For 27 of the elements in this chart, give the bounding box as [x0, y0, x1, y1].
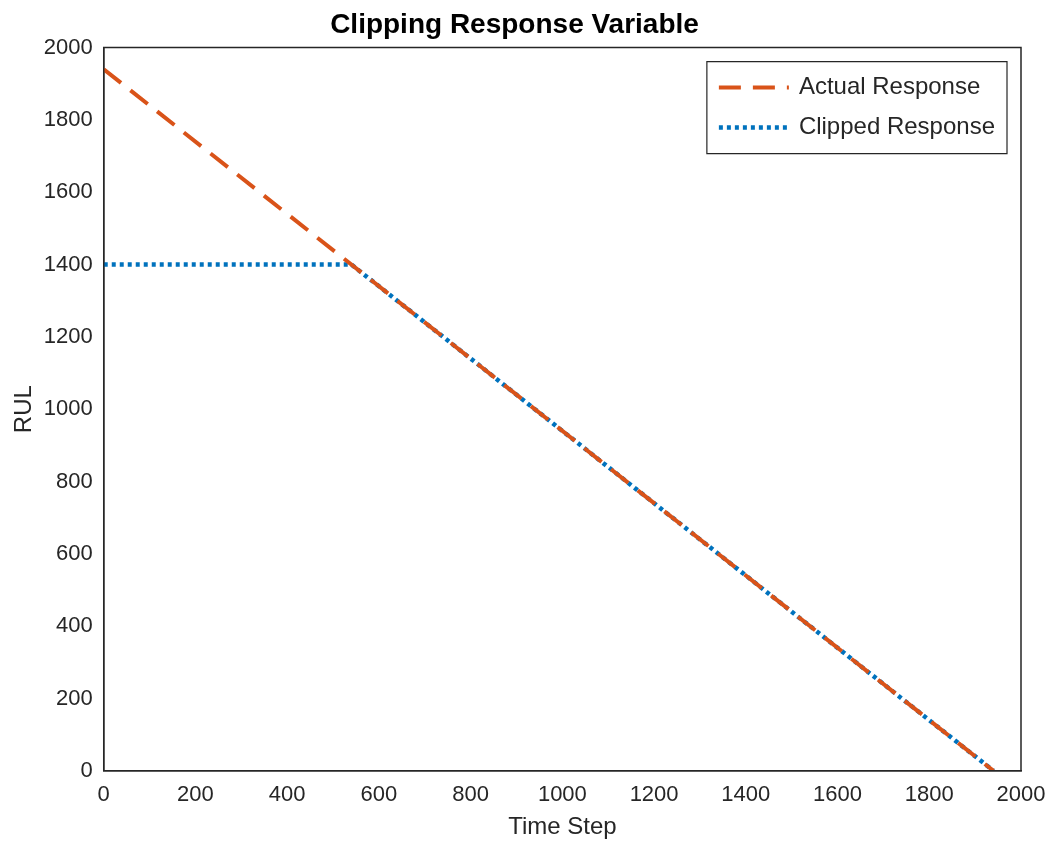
y-tick-label: 2000: [43, 33, 93, 59]
y-tick-label: 600: [56, 539, 93, 565]
y-tick-label: 1800: [43, 105, 93, 131]
x-tick-label: 0: [97, 781, 110, 807]
y-tick-label: 1200: [43, 322, 93, 348]
y-tick-label: 1600: [43, 178, 93, 204]
y-tick-label: 1400: [43, 250, 93, 276]
x-tick-label: 400: [268, 781, 306, 807]
x-tick-label: 600: [360, 781, 398, 807]
x-tick-label: 1600: [813, 781, 863, 807]
legend-label: Actual Response: [798, 72, 981, 100]
y-tick-label: 0: [80, 756, 93, 782]
x-tick-label: 200: [177, 781, 214, 807]
x-tick-label: 2000: [996, 781, 1046, 807]
y-tick-label: 200: [56, 684, 93, 710]
x-tick-label: 800: [452, 781, 489, 807]
x-tick-label: 1400: [721, 781, 771, 807]
x-axis-title: Time Step: [508, 812, 617, 840]
x-tick-label: 1000: [537, 781, 587, 807]
y-tick-label: 800: [56, 467, 93, 493]
chart-title: Clipping Response Variable: [330, 7, 699, 39]
y-axis-title: RUL: [9, 385, 37, 434]
y-tick-label: 400: [56, 612, 93, 638]
y-tick-label: 1000: [43, 395, 93, 421]
x-tick-label: 1200: [629, 781, 679, 807]
x-tick-label: 1800: [904, 781, 954, 807]
legend-label: Clipped Response: [798, 112, 995, 140]
